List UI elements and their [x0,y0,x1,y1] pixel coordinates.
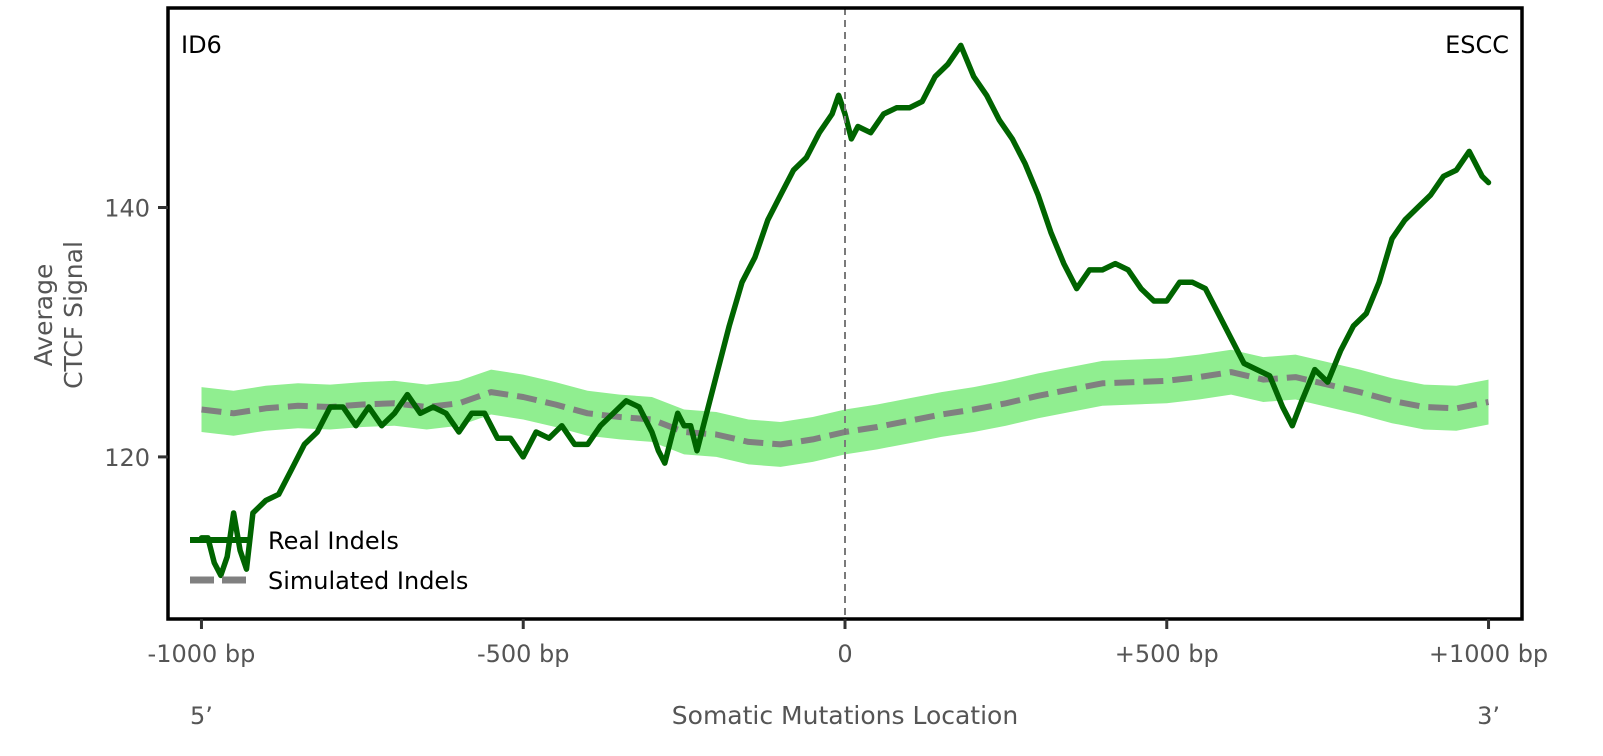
x-tick-label: 0 [837,640,852,668]
y-axis-title-line: CTCF Signal [59,241,88,389]
y-tick-label: 140 [104,195,150,223]
y-axis-title: AverageCTCF Signal [29,241,88,389]
x-axis-title: Somatic Mutations Location [672,701,1018,730]
x-tick-label: -1000 bp [148,640,256,668]
simulated-confidence-band [201,349,1489,467]
legend-label: Simulated Indels [268,567,468,595]
legend: Real Indels Simulated Indels [190,527,468,595]
y-axis-title-line: Average [29,264,58,367]
plot-area [198,8,1492,619]
x-tick-label: +1000 bp [1429,640,1548,668]
five-prime-label: 5’ [190,702,213,730]
corner-label-right: ESCC [1445,31,1509,59]
axes: -1000 bp -500 bp 0 +500 bp +1000 bp 120 140 ID6… [29,6,1548,730]
real-indels-line [198,42,1492,579]
x-tick-label: +500 bp [1115,640,1219,668]
corner-label-left: ID6 [181,31,222,59]
legend-label: Real Indels [268,527,399,555]
three-prime-label: 3’ [1477,702,1500,730]
y-tick-label: 120 [104,444,150,472]
x-tick-label: -500 bp [477,640,570,668]
